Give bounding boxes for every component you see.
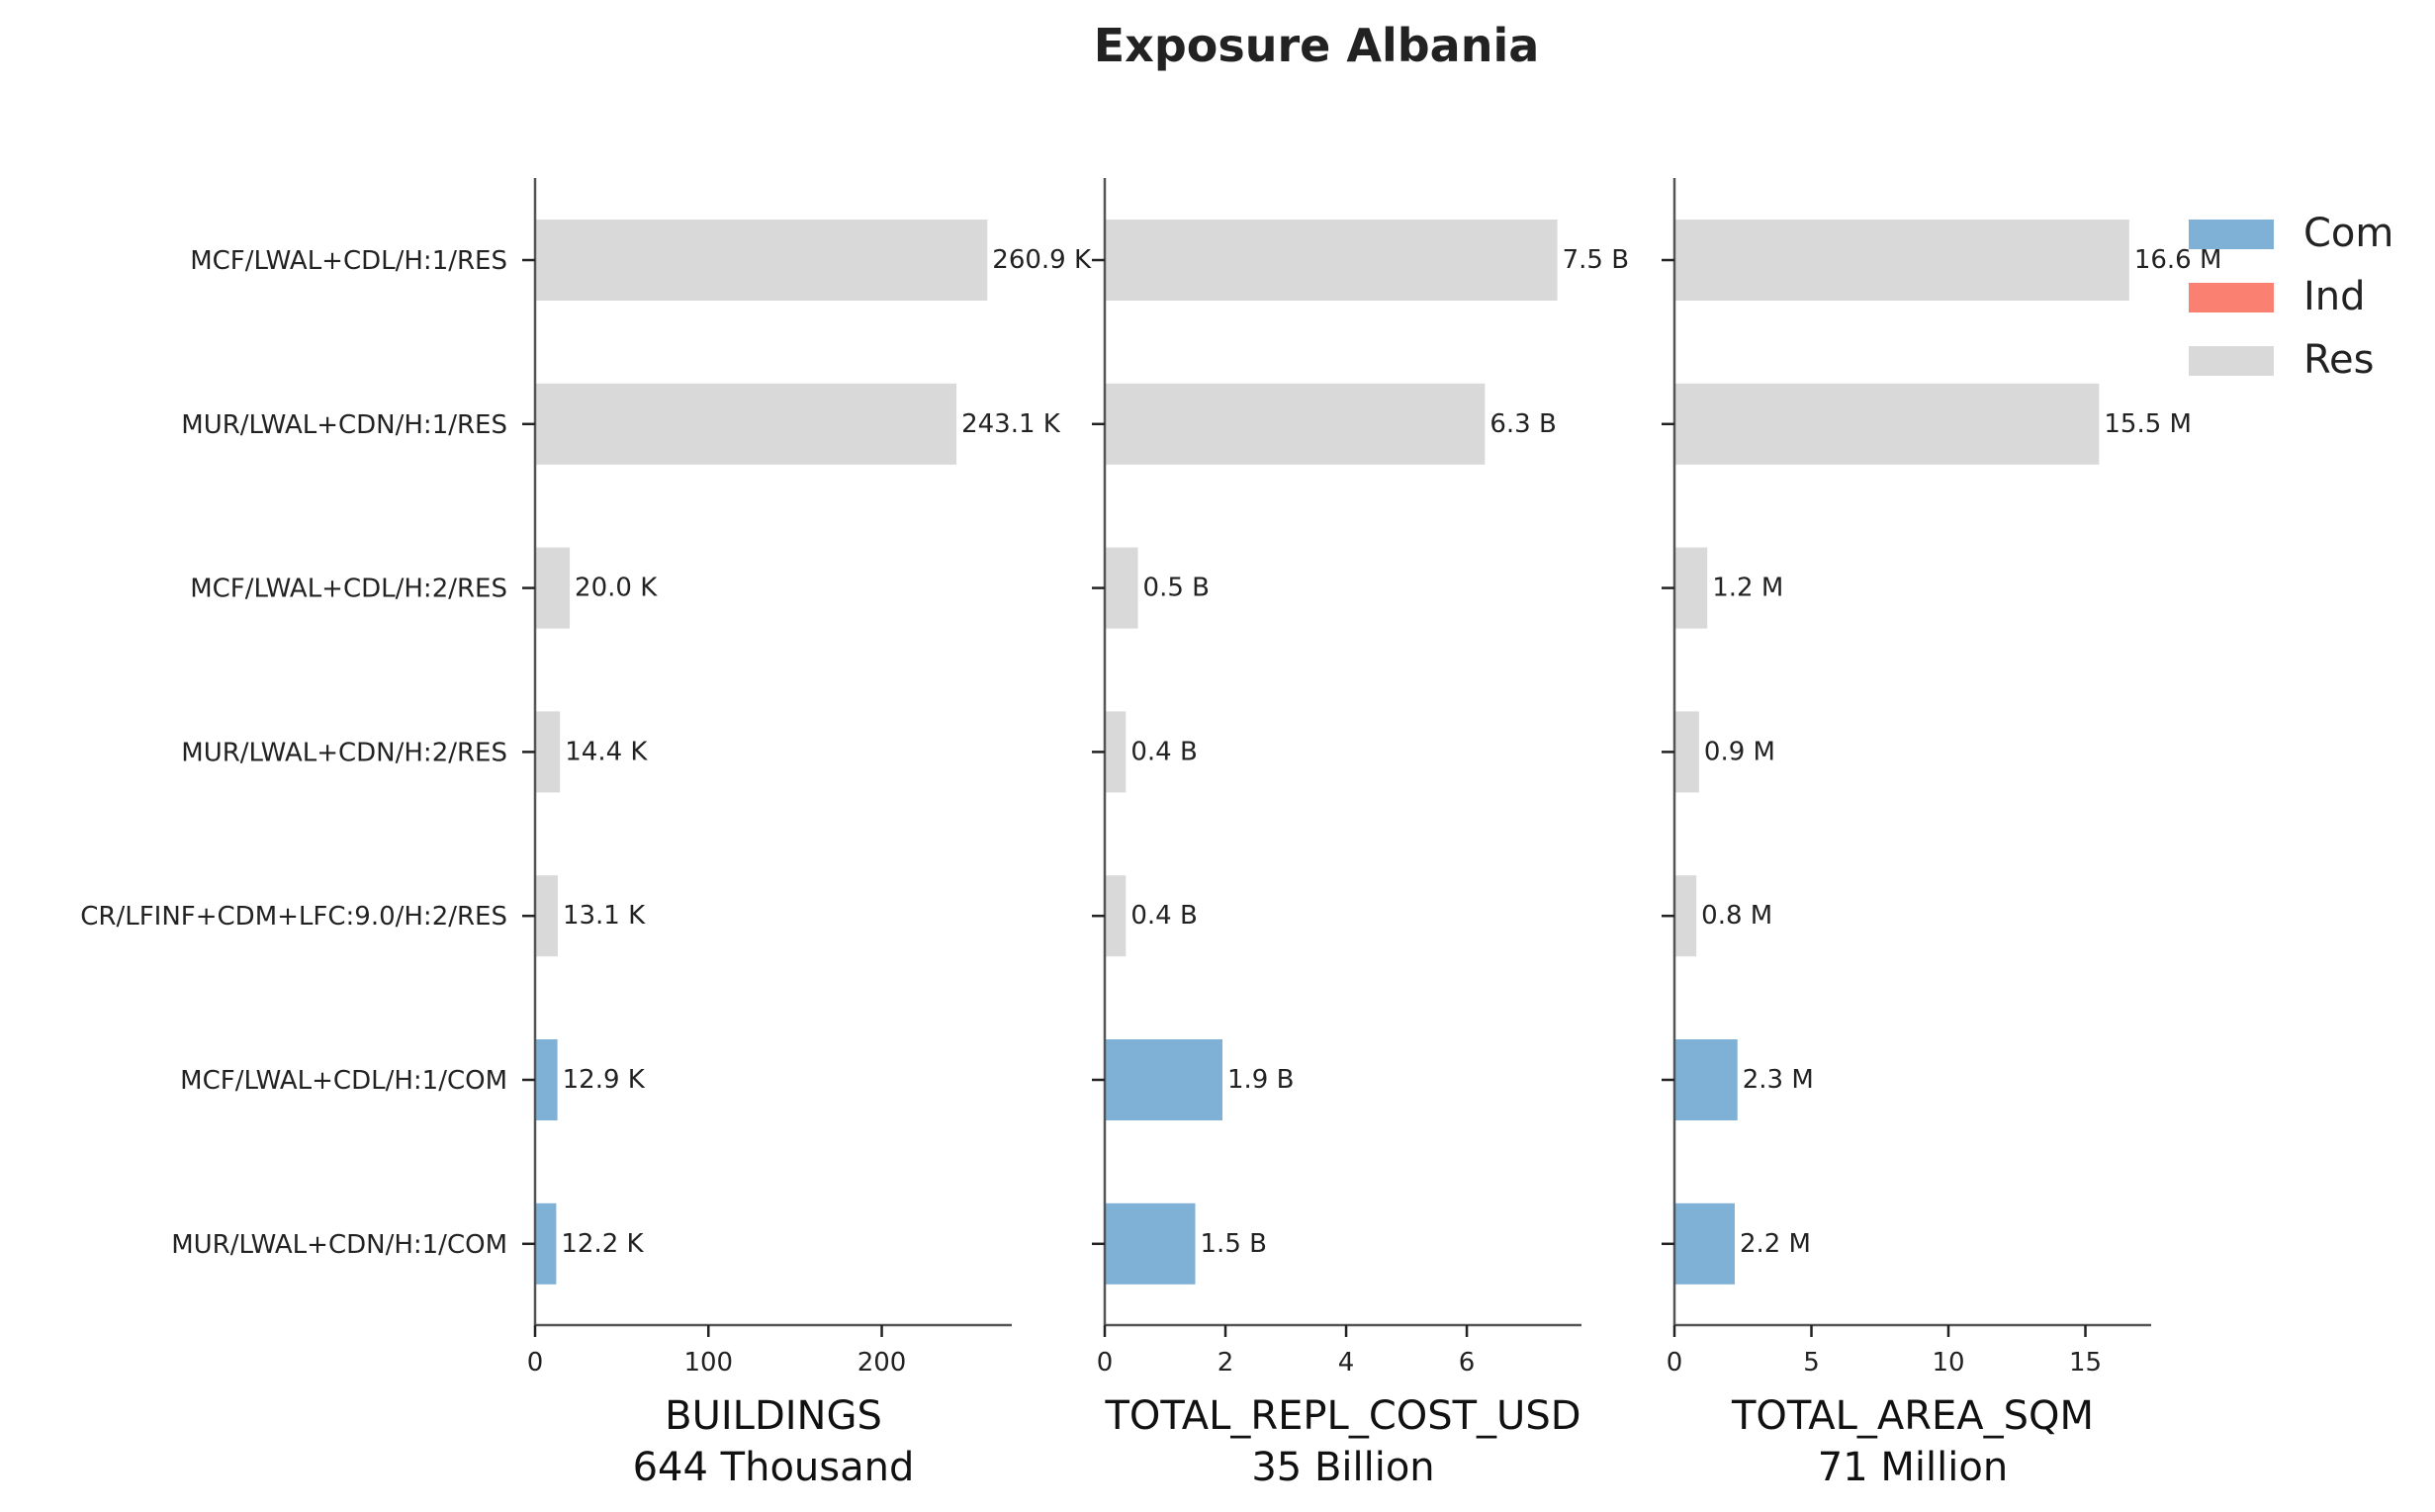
category-label: MCF/LWAL+CDL/H:2/RES (190, 575, 507, 604)
data-label: 7.5 B (1563, 245, 1629, 275)
data-label: 6.3 B (1489, 409, 1556, 439)
bar-res (1105, 711, 1127, 793)
data-label: 2.3 M (1743, 1065, 1814, 1095)
x-axis-total: 35 Billion (1251, 1445, 1434, 1490)
bar-com (1105, 1202, 1196, 1285)
x-tick-label: 100 (683, 1348, 733, 1378)
data-label: 12.9 K (563, 1065, 646, 1095)
legend: Com Ind Res (2189, 211, 2393, 383)
x-axis-label: TOTAL_AREA_SQM (1731, 1393, 2094, 1439)
x-axis-total: 644 Thousand (633, 1445, 915, 1490)
data-label: 12.2 K (561, 1229, 644, 1259)
data-label: 260.9 K (992, 245, 1092, 275)
bar-res (535, 547, 571, 629)
legend-item-res: Res (2189, 337, 2374, 383)
data-label: 0.4 B (1130, 901, 1197, 931)
bar-res (1105, 875, 1127, 957)
bar-res (535, 711, 561, 793)
bar-res (1674, 875, 1697, 957)
bar-res (1674, 383, 2100, 465)
bar-com (1105, 1039, 1222, 1120)
x-axis-total: 71 Million (1818, 1445, 2008, 1490)
panel-3: 16.6 M 15.5 M 1.2 M 0.9 M 0.8 M 2.3 M 2.2 M 0 5 1… (1662, 178, 2221, 1490)
legend-swatch (2189, 283, 2274, 312)
category-label: CR/LFINF+CDM+LFC:9.0/H:2/RES (80, 902, 507, 932)
data-label: 0.4 B (1130, 737, 1197, 766)
category-label: MUR/LWAL+CDN/H:2/RES (181, 738, 507, 767)
x-tick-label: 6 (1459, 1348, 1476, 1378)
legend-item-ind: Ind (2189, 274, 2366, 319)
x-axis-label: TOTAL_REPL_COST_USD (1104, 1393, 1580, 1439)
data-label: 13.1 K (563, 901, 646, 931)
legend-swatch (2189, 220, 2274, 249)
bar-res (1105, 547, 1138, 629)
panels: 260.9 K 243.1 K 20.0 K 14.4 K 13.1 K 12.9 K 12… (80, 178, 2221, 1490)
panel-1: 260.9 K 243.1 K 20.0 K 14.4 K 13.1 K 12.9 K 12… (80, 178, 1092, 1490)
x-tick-label: 0 (1667, 1348, 1683, 1378)
bar-res (535, 383, 957, 465)
panel-2: 7.5 B 6.3 B 0.5 B 0.4 B 0.4 B 1.9 B 1.5 B 0 2 4 6 T… (1092, 178, 1629, 1490)
legend-item-com: Com (2189, 211, 2393, 256)
category-label: MCF/LWAL+CDL/H:1/RES (190, 246, 507, 276)
bar-res (1674, 711, 1699, 793)
bar-com (1674, 1039, 1738, 1120)
chart-title: Exposure Albania (1094, 19, 1540, 72)
bar-com (1674, 1202, 1735, 1285)
legend-label: Com (2303, 211, 2393, 256)
data-label: 0.9 M (1704, 737, 1775, 766)
bar-res (1674, 547, 1708, 629)
x-tick-label: 0 (1097, 1348, 1114, 1378)
data-label: 16.6 M (2134, 245, 2222, 275)
x-tick-label: 15 (2069, 1348, 2102, 1378)
bar-res (1105, 220, 1558, 301)
bar-com (535, 1202, 557, 1285)
data-label: 0.5 B (1143, 574, 1210, 603)
bar-res (1105, 383, 1486, 465)
data-label: 2.2 M (1740, 1229, 1811, 1259)
legend-swatch (2189, 346, 2274, 376)
legend-label: Ind (2303, 274, 2366, 319)
bar-res (535, 220, 988, 301)
bar-res (1674, 220, 2129, 301)
x-tick-label: 0 (527, 1348, 544, 1378)
data-label: 20.0 K (575, 574, 658, 603)
x-axis-label: BUILDINGS (665, 1393, 882, 1439)
data-label: 0.8 M (1701, 901, 1772, 931)
bar-com (535, 1039, 558, 1120)
data-label: 15.5 M (2104, 409, 2192, 439)
legend-label: Res (2303, 337, 2374, 383)
x-tick-label: 5 (1803, 1348, 1820, 1378)
category-label: MCF/LWAL+CDL/H:1/COM (180, 1066, 507, 1096)
x-tick-label: 10 (1932, 1348, 1964, 1378)
data-label: 1.9 B (1227, 1065, 1294, 1095)
x-tick-label: 4 (1338, 1348, 1355, 1378)
category-label: MUR/LWAL+CDN/H:1/COM (171, 1230, 507, 1260)
bar-res (535, 875, 558, 957)
data-label: 14.4 K (565, 737, 648, 766)
x-tick-label: 200 (857, 1348, 907, 1378)
category-label: MUR/LWAL+CDN/H:1/RES (181, 410, 507, 440)
x-tick-label: 2 (1218, 1348, 1234, 1378)
data-label: 243.1 K (961, 409, 1061, 439)
data-label: 1.5 B (1201, 1229, 1267, 1259)
data-label: 1.2 M (1712, 574, 1783, 603)
